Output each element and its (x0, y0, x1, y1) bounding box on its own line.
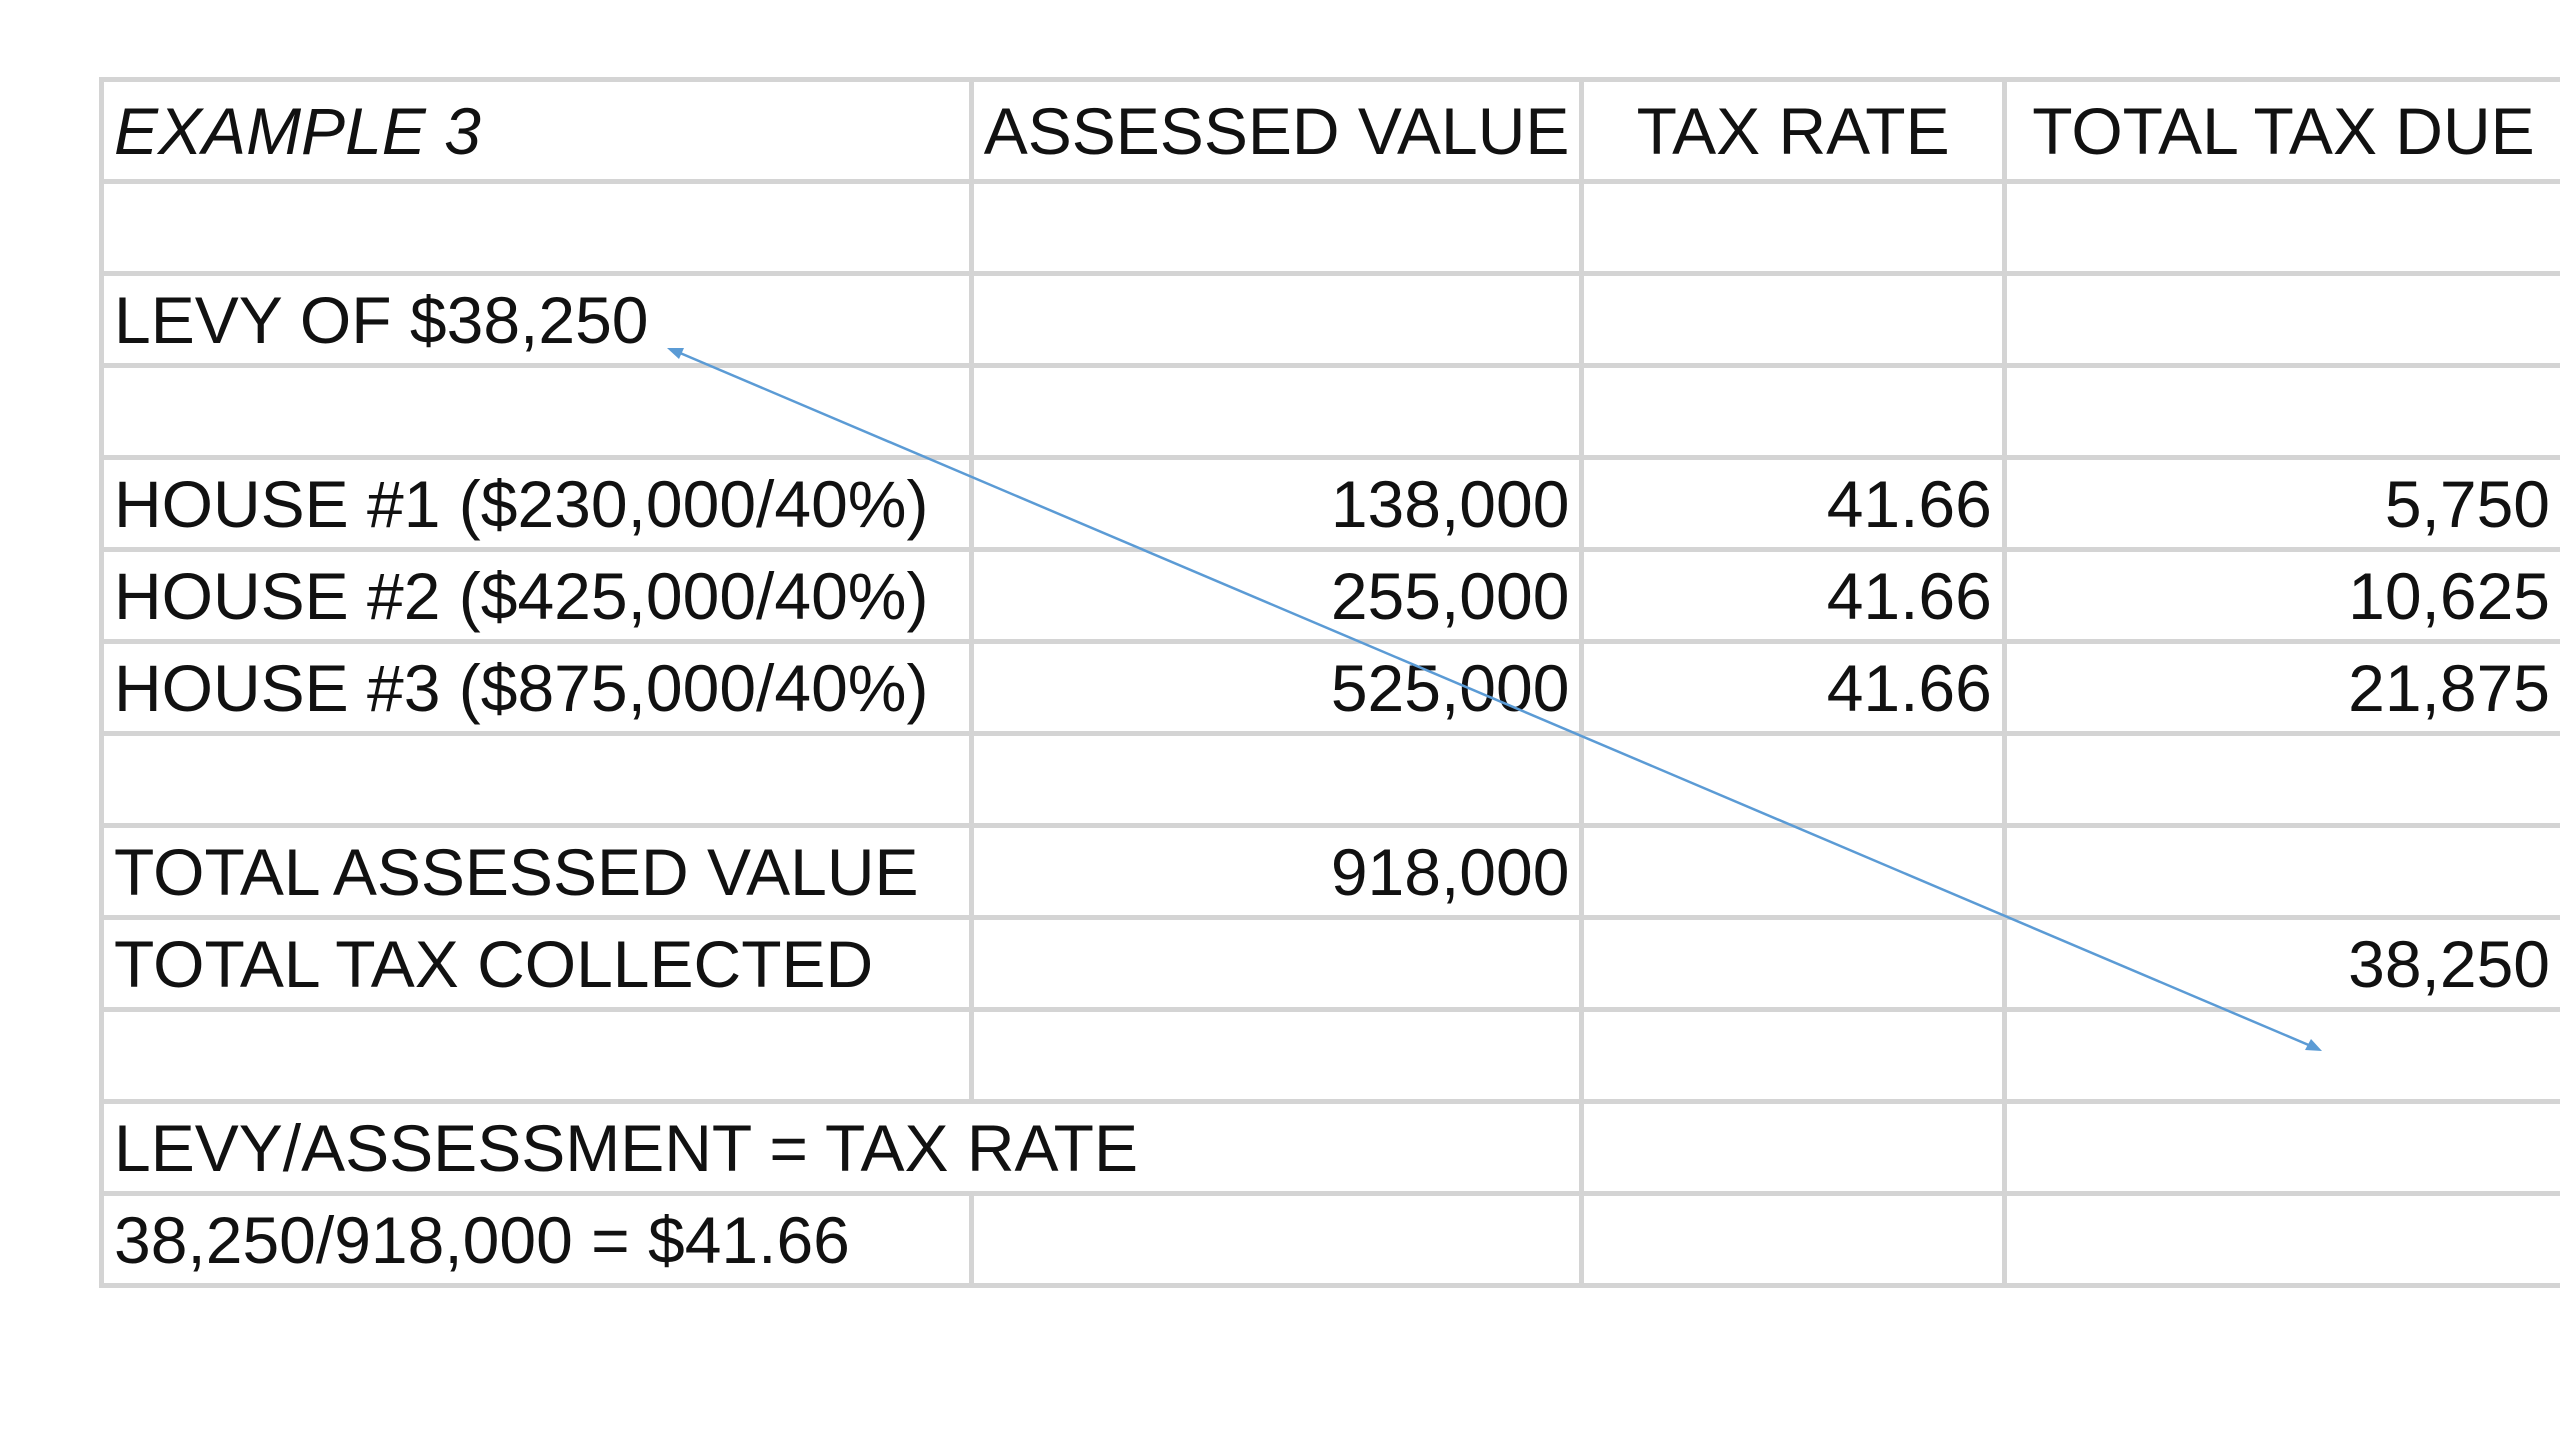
empty-cell[interactable] (2001, 1191, 2560, 1288)
total-tax-due-header[interactable]: TOTAL TAX DUE (2001, 77, 2560, 184)
empty-row (99, 731, 2560, 828)
header-row: EXAMPLE 3 ASSESSED VALUE TAX RATE TOTAL … (99, 77, 2560, 184)
tax-rate-header[interactable]: TAX RATE (1579, 77, 2007, 184)
empty-cell[interactable] (2001, 1099, 2560, 1196)
empty-cell[interactable] (2001, 271, 2560, 368)
empty-cell[interactable] (1579, 823, 2007, 920)
formula-row: LEVY/ASSESSMENT = TAX RATE (98, 1099, 2560, 1196)
empty-cell[interactable] (968, 915, 1585, 1012)
empty-cell[interactable] (99, 731, 974, 828)
empty-cell[interactable] (2001, 363, 2560, 460)
empty-cell[interactable] (2001, 731, 2560, 828)
empty-cell[interactable] (968, 179, 1585, 276)
total-assessed-row: TOTAL ASSESSED VALUE 918,000 (99, 823, 2560, 920)
tax-rate-cell[interactable]: 41.66 (1579, 547, 2007, 644)
empty-cell[interactable] (99, 179, 974, 276)
tax-due-cell[interactable]: 21,875 (2001, 639, 2560, 736)
empty-cell[interactable] (99, 363, 974, 460)
total-collected-value-cell[interactable]: 38,250 (2001, 915, 2560, 1012)
empty-cell[interactable] (1579, 915, 2007, 1012)
tax-rate-cell[interactable]: 41.66 (1579, 455, 2007, 552)
empty-cell[interactable] (1579, 363, 2007, 460)
example-title-cell[interactable]: EXAMPLE 3 (99, 77, 974, 184)
house-row: HOUSE #1 ($230,000/40%) 138,000 41.66 5,… (99, 455, 2560, 552)
empty-cell[interactable] (1579, 179, 2007, 276)
empty-cell[interactable] (968, 271, 1585, 368)
house-label-cell[interactable]: HOUSE #1 ($230,000/40%) (99, 455, 974, 552)
total-collected-row: TOTAL TAX COLLECTED 38,250 (99, 915, 2560, 1012)
empty-cell[interactable] (1579, 1099, 2007, 1196)
levy-row: LEVY OF $38,250 (99, 271, 2560, 368)
house-row: HOUSE #2 ($425,000/40%) 255,000 41.66 10… (99, 547, 2560, 644)
assessed-value-cell[interactable]: 255,000 (968, 547, 1585, 644)
empty-cell[interactable] (968, 363, 1585, 460)
total-assessed-value-cell[interactable]: 918,000 (968, 823, 1585, 920)
tax-rate-cell[interactable]: 41.66 (1579, 639, 2007, 736)
empty-cell[interactable] (1579, 731, 2007, 828)
empty-cell[interactable] (1579, 271, 2007, 368)
house-row: HOUSE #3 ($875,000/40%) 525,000 41.66 21… (99, 639, 2560, 736)
empty-cell[interactable] (99, 1007, 974, 1104)
tax-due-cell[interactable]: 10,625 (2001, 547, 2560, 644)
levy-label-cell[interactable]: LEVY OF $38,250 (99, 271, 974, 368)
empty-cell[interactable] (1579, 1007, 2007, 1104)
total-collected-label-cell[interactable]: TOTAL TAX COLLECTED (99, 915, 974, 1012)
empty-cell[interactable] (2001, 179, 2560, 276)
empty-cell[interactable] (968, 731, 1585, 828)
empty-cell[interactable] (968, 1191, 1585, 1288)
assessed-value-cell[interactable]: 525,000 (968, 639, 1585, 736)
spreadsheet-table: EXAMPLE 3 ASSESSED VALUE TAX RATE TOTAL … (98, 77, 2560, 1288)
total-assessed-label-cell[interactable]: TOTAL ASSESSED VALUE (99, 823, 974, 920)
empty-row (99, 179, 2560, 276)
empty-cell[interactable] (1579, 1191, 2007, 1288)
formula-label-cell[interactable]: LEVY/ASSESSMENT = TAX RATE (98, 1099, 1585, 1196)
tax-due-cell[interactable]: 5,750 (2001, 455, 2560, 552)
empty-row (99, 1007, 2560, 1104)
formula-calc-row: 38,250/918,000 = $41.66 (99, 1191, 2560, 1288)
empty-cell[interactable] (2001, 1007, 2560, 1104)
assessed-value-header[interactable]: ASSESSED VALUE (968, 77, 1585, 184)
house-label-cell[interactable]: HOUSE #3 ($875,000/40%) (99, 639, 974, 736)
formula-calc-cell[interactable]: 38,250/918,000 = $41.66 (99, 1191, 974, 1288)
empty-row (99, 363, 2560, 460)
empty-cell[interactable] (968, 1007, 1585, 1104)
empty-cell[interactable] (2001, 823, 2560, 920)
house-label-cell[interactable]: HOUSE #2 ($425,000/40%) (99, 547, 974, 644)
assessed-value-cell[interactable]: 138,000 (968, 455, 1585, 552)
